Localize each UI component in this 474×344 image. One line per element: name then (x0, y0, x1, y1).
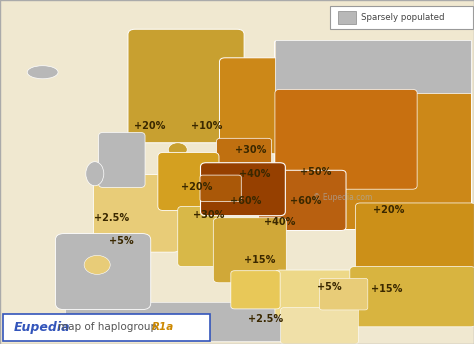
Ellipse shape (27, 66, 58, 79)
FancyBboxPatch shape (201, 163, 285, 216)
Ellipse shape (86, 162, 104, 186)
FancyBboxPatch shape (200, 175, 241, 202)
Text: +30%: +30% (193, 210, 224, 220)
Text: Sparsely populated: Sparsely populated (361, 13, 445, 22)
Text: +20%: +20% (373, 205, 404, 215)
Text: +5%: +5% (109, 236, 133, 246)
Text: +2.5%: +2.5% (248, 314, 283, 324)
FancyBboxPatch shape (330, 6, 473, 29)
Text: +50%: +50% (300, 167, 331, 177)
FancyBboxPatch shape (158, 152, 219, 211)
FancyBboxPatch shape (319, 278, 368, 310)
Text: © Eupedia.com: © Eupedia.com (313, 193, 372, 202)
Text: +20%: +20% (134, 120, 165, 131)
FancyBboxPatch shape (213, 218, 286, 283)
FancyBboxPatch shape (274, 41, 471, 229)
FancyBboxPatch shape (258, 170, 346, 230)
FancyBboxPatch shape (66, 0, 474, 41)
FancyBboxPatch shape (231, 271, 280, 309)
Bar (338, 11, 356, 24)
FancyBboxPatch shape (275, 89, 417, 189)
Text: +5%: +5% (317, 282, 342, 292)
FancyBboxPatch shape (3, 314, 210, 341)
FancyBboxPatch shape (275, 40, 471, 93)
Text: Eupedia: Eupedia (13, 321, 70, 334)
Text: R1a: R1a (152, 322, 174, 333)
Text: +20%: +20% (181, 182, 212, 193)
FancyBboxPatch shape (99, 132, 145, 187)
FancyBboxPatch shape (128, 29, 244, 143)
FancyBboxPatch shape (0, 0, 66, 344)
FancyBboxPatch shape (356, 203, 474, 270)
FancyBboxPatch shape (93, 174, 182, 252)
FancyBboxPatch shape (55, 234, 151, 310)
FancyBboxPatch shape (217, 138, 272, 175)
Text: +15%: +15% (371, 284, 402, 294)
FancyBboxPatch shape (178, 206, 223, 267)
Text: +60%: +60% (230, 196, 261, 206)
Text: +40%: +40% (264, 217, 295, 227)
Text: map of haplogroup: map of haplogroup (58, 322, 160, 333)
FancyBboxPatch shape (66, 34, 104, 155)
FancyBboxPatch shape (219, 58, 285, 154)
Text: +2.5%: +2.5% (94, 213, 129, 224)
Ellipse shape (84, 255, 110, 275)
Text: +60%: +60% (290, 196, 321, 206)
FancyBboxPatch shape (350, 267, 474, 327)
Text: +40%: +40% (239, 169, 271, 179)
FancyBboxPatch shape (275, 270, 372, 316)
Text: +15%: +15% (244, 255, 275, 265)
FancyBboxPatch shape (281, 308, 358, 344)
Text: +10%: +10% (191, 120, 222, 131)
FancyBboxPatch shape (65, 302, 284, 341)
Text: +30%: +30% (235, 144, 266, 155)
Ellipse shape (168, 143, 187, 157)
